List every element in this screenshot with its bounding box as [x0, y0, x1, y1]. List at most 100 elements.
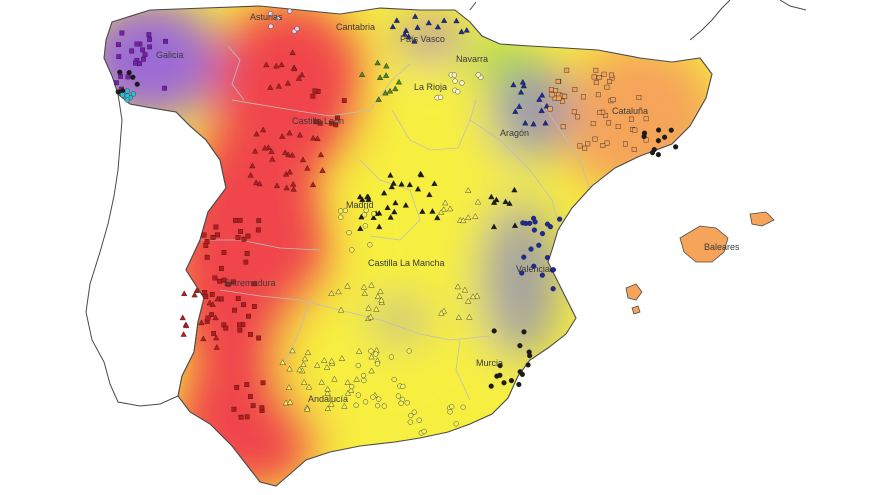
survey-marker [392, 199, 399, 206]
survey-marker [317, 120, 323, 126]
survey-marker [406, 181, 413, 188]
survey-marker [134, 41, 140, 47]
survey-marker [539, 272, 545, 278]
survey-marker [356, 348, 363, 354]
survey-marker [113, 80, 119, 86]
survey-marker [205, 315, 211, 321]
survey-marker [517, 88, 525, 95]
label-pais-vasco: País Vasco [400, 34, 445, 44]
survey-marker [253, 130, 260, 137]
survey-marker [610, 97, 616, 103]
survey-marker [597, 110, 603, 116]
survey-marker [212, 275, 218, 281]
survey-marker [609, 72, 614, 78]
survey-marker [260, 380, 266, 386]
survey-marker [294, 26, 300, 32]
survey-marker [398, 180, 405, 187]
survey-marker [243, 259, 249, 265]
survey-marker [328, 400, 335, 407]
survey-marker [305, 383, 313, 390]
survey-marker [453, 17, 460, 24]
survey-marker [451, 72, 457, 78]
survey-marker [400, 383, 406, 390]
survey-marker [355, 392, 361, 398]
survey-marker [434, 214, 441, 221]
survey-marker [130, 91, 137, 97]
survey-marker [549, 92, 555, 98]
survey-marker [629, 116, 634, 122]
survey-marker [490, 199, 498, 205]
survey-marker [387, 172, 394, 178]
survey-marker [286, 399, 294, 405]
survey-marker [547, 106, 553, 112]
survey-marker [374, 293, 382, 299]
survey-marker [375, 96, 382, 102]
survey-marker [317, 151, 325, 158]
survey-marker [269, 155, 276, 162]
survey-marker [508, 378, 515, 384]
survey-marker [183, 322, 190, 329]
survey-marker [525, 362, 531, 368]
survey-marker [130, 74, 136, 80]
label-murcia: Murcia [476, 358, 503, 368]
survey-marker [404, 400, 410, 406]
survey-marker [474, 198, 482, 205]
survey-marker [241, 302, 246, 308]
survey-marker [314, 135, 321, 141]
survey-marker [210, 235, 216, 240]
survey-marker [536, 242, 542, 248]
survey-marker [452, 78, 458, 84]
survey-marker [263, 61, 270, 68]
survey-marker [250, 403, 256, 409]
survey-marker [221, 277, 227, 283]
survey-marker [376, 209, 383, 216]
survey-marker [309, 181, 317, 188]
survey-marker [544, 254, 551, 261]
survey-marker [365, 304, 372, 311]
survey-marker [391, 376, 397, 383]
survey-marker [267, 11, 274, 17]
survey-marker [472, 213, 479, 219]
survey-marker [223, 325, 229, 331]
survey-marker [438, 209, 445, 215]
survey-marker [248, 332, 253, 337]
survey-marker [441, 17, 448, 23]
survey-marker [291, 65, 298, 72]
survey-marker [116, 42, 121, 48]
survey-marker [604, 84, 610, 90]
survey-marker [147, 44, 153, 50]
survey-marker [344, 389, 352, 396]
label-galicia: Galicia [156, 50, 184, 60]
survey-marker [388, 354, 395, 360]
survey-marker [564, 67, 570, 73]
survey-marker [531, 227, 538, 233]
survey-marker [370, 394, 376, 400]
survey-marker [615, 124, 621, 129]
survey-marker [359, 196, 366, 203]
survey-marker [572, 87, 578, 92]
label-cataluna: Cataluña [612, 106, 648, 116]
survey-marker [215, 232, 220, 238]
survey-marker [324, 405, 331, 411]
survey-marker [521, 254, 527, 260]
internal-borders [200, 45, 591, 401]
balearic-islands [625, 211, 775, 315]
survey-marker [115, 89, 121, 95]
survey-marker [279, 133, 286, 139]
survey-marker [376, 396, 382, 402]
label-aragon: Aragón [500, 128, 529, 138]
survey-marker [411, 409, 417, 415]
survey-marker [429, 208, 436, 214]
survey-marker [488, 383, 494, 389]
survey-marker [252, 281, 257, 287]
survey-marker [662, 134, 668, 140]
survey-marker [206, 299, 213, 306]
survey-marker [328, 290, 335, 296]
survey-marker [238, 229, 244, 234]
survey-marker [461, 286, 469, 293]
survey-marker [382, 89, 389, 96]
survey-marker [275, 15, 281, 22]
france-coast [469, 0, 807, 41]
survey-marker [548, 87, 554, 93]
